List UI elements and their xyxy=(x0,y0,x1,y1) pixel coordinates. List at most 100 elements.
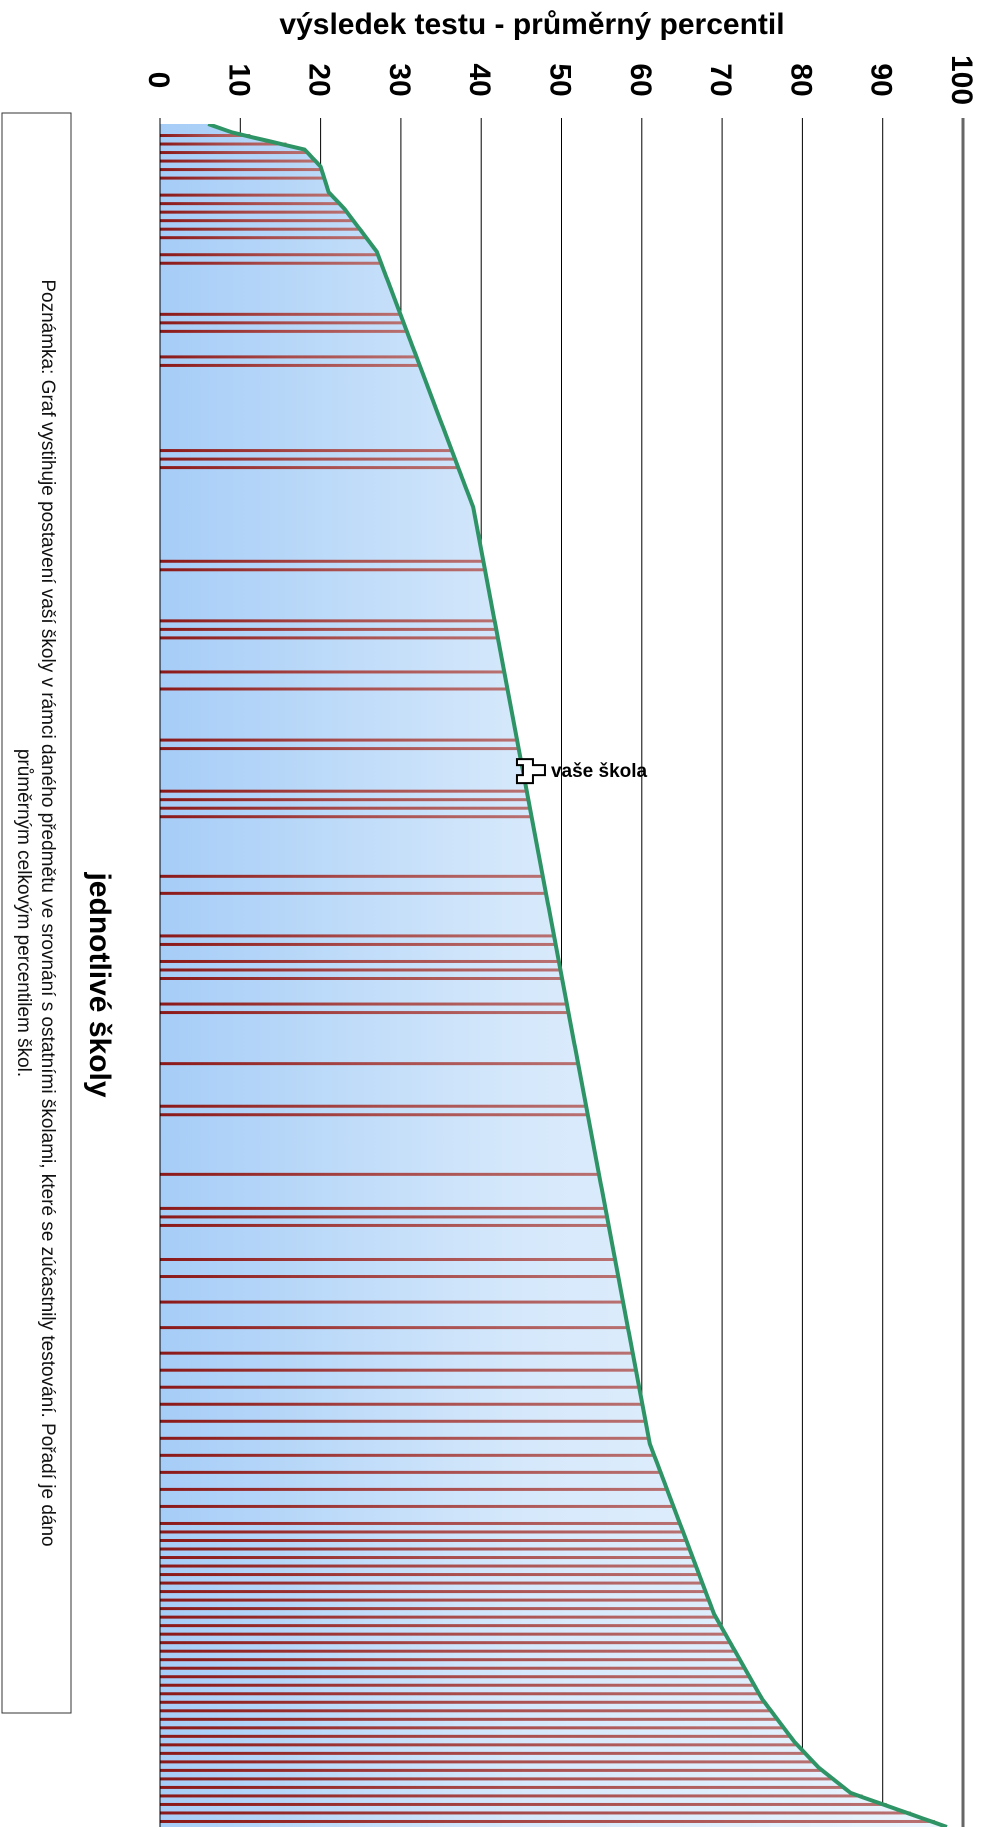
school-bars xyxy=(160,134,935,1823)
note-box xyxy=(1,112,72,1714)
school-bar xyxy=(160,1734,792,1738)
school-bar xyxy=(160,134,251,138)
school-bar xyxy=(160,1666,746,1670)
category-axis-title: jednotlivé školy xyxy=(83,871,116,1097)
school-bar xyxy=(160,219,355,223)
school-bar xyxy=(160,1011,569,1015)
school-bar xyxy=(160,1615,717,1619)
school-bar xyxy=(160,1002,568,1006)
school-bar xyxy=(160,1487,668,1491)
school-bar xyxy=(160,449,453,453)
school-bar xyxy=(160,1717,779,1721)
school-bar xyxy=(160,619,495,623)
school-bar xyxy=(160,1521,681,1525)
school-bar xyxy=(160,968,561,972)
school-bar xyxy=(160,1581,703,1585)
school-bar xyxy=(160,321,405,325)
school-bar xyxy=(160,329,408,333)
tick-label-70: 70 xyxy=(704,63,737,96)
tick-label-60: 60 xyxy=(624,63,657,96)
percentile-curve xyxy=(207,124,948,1827)
marker-label: vaše škola xyxy=(551,761,648,782)
school-bar xyxy=(160,1649,736,1653)
school-bar xyxy=(160,1215,608,1219)
tick-label-100: 100 xyxy=(945,55,978,105)
school-bar xyxy=(160,1436,650,1440)
tick-label-20: 20 xyxy=(303,63,336,96)
school-bar xyxy=(160,1751,807,1755)
note-line-1: Poznámka: Graf vystihuje postavení vaší … xyxy=(37,279,58,1546)
school-bar xyxy=(160,1172,600,1176)
school-bar xyxy=(160,1504,674,1508)
school-bar xyxy=(160,227,361,231)
school-bar xyxy=(160,1768,824,1772)
school-bar xyxy=(160,1547,690,1551)
school-bar xyxy=(160,1607,713,1611)
school-bar xyxy=(160,1692,760,1696)
school-bar xyxy=(160,891,547,895)
tick-label-40: 40 xyxy=(463,63,496,96)
school-bar xyxy=(160,559,484,563)
area-fill xyxy=(160,124,947,1827)
school-bar xyxy=(160,1658,741,1662)
school-bar xyxy=(160,1590,707,1594)
school-bar xyxy=(160,1113,588,1117)
school-bar xyxy=(160,466,459,470)
school-bar xyxy=(160,1624,722,1628)
school-bar xyxy=(160,1709,772,1713)
tick-label-30: 30 xyxy=(383,63,416,96)
tick-label-0: 0 xyxy=(142,72,175,89)
note-line-2: průměrným celkovým percentilem škol. xyxy=(13,749,34,1077)
value-axis-ticks: 0 10 20 30 40 50 60 70 80 90 100 xyxy=(142,55,978,105)
school-bar xyxy=(160,1785,846,1789)
school-bar xyxy=(160,747,519,751)
school-bar xyxy=(160,363,421,367)
school-bar xyxy=(160,1470,662,1474)
school-bar xyxy=(160,1104,587,1108)
school-bar xyxy=(160,1777,835,1781)
school-bar xyxy=(160,1598,710,1602)
school-bar xyxy=(160,1802,887,1806)
value-axis-title: výsledek testu - průměrný percentil xyxy=(279,8,784,41)
school-bar xyxy=(160,1453,655,1457)
school-bar xyxy=(160,670,505,674)
school-bar xyxy=(160,687,508,691)
school-bar xyxy=(160,1811,911,1815)
school-bar xyxy=(160,934,555,938)
school-bar xyxy=(160,236,368,240)
school-bar xyxy=(160,202,341,206)
school-bar xyxy=(160,142,287,146)
tick-label-90: 90 xyxy=(865,63,898,96)
school-bar xyxy=(160,1419,646,1423)
tick-label-10: 10 xyxy=(222,63,255,96)
school-bar xyxy=(160,1300,624,1304)
school-bar xyxy=(160,959,560,963)
school-bar xyxy=(160,151,309,155)
school-marker: vaše škola xyxy=(515,758,648,785)
school-bar xyxy=(160,789,527,793)
school-bar xyxy=(160,176,325,180)
school-bar xyxy=(160,1556,694,1560)
tick-label-80: 80 xyxy=(784,63,817,96)
school-bar xyxy=(160,977,563,980)
school-bar xyxy=(160,1206,606,1210)
school-bar xyxy=(160,210,348,214)
school-bar xyxy=(160,942,556,946)
school-bar xyxy=(160,568,486,572)
school-bar xyxy=(160,1573,700,1577)
school-bar xyxy=(160,253,379,257)
arrow-icon xyxy=(515,758,546,785)
school-bar xyxy=(160,1819,935,1823)
school-bar xyxy=(160,874,544,878)
school-bar xyxy=(160,312,401,316)
tick-label-50: 50 xyxy=(544,63,577,96)
school-bar xyxy=(160,1726,785,1730)
school-bar xyxy=(160,261,382,265)
school-bar xyxy=(160,1632,727,1636)
school-bar xyxy=(160,1700,766,1704)
school-bar xyxy=(160,1564,697,1568)
school-bar xyxy=(160,1257,616,1261)
school-bar xyxy=(160,1326,629,1330)
school-bar xyxy=(160,1538,687,1542)
